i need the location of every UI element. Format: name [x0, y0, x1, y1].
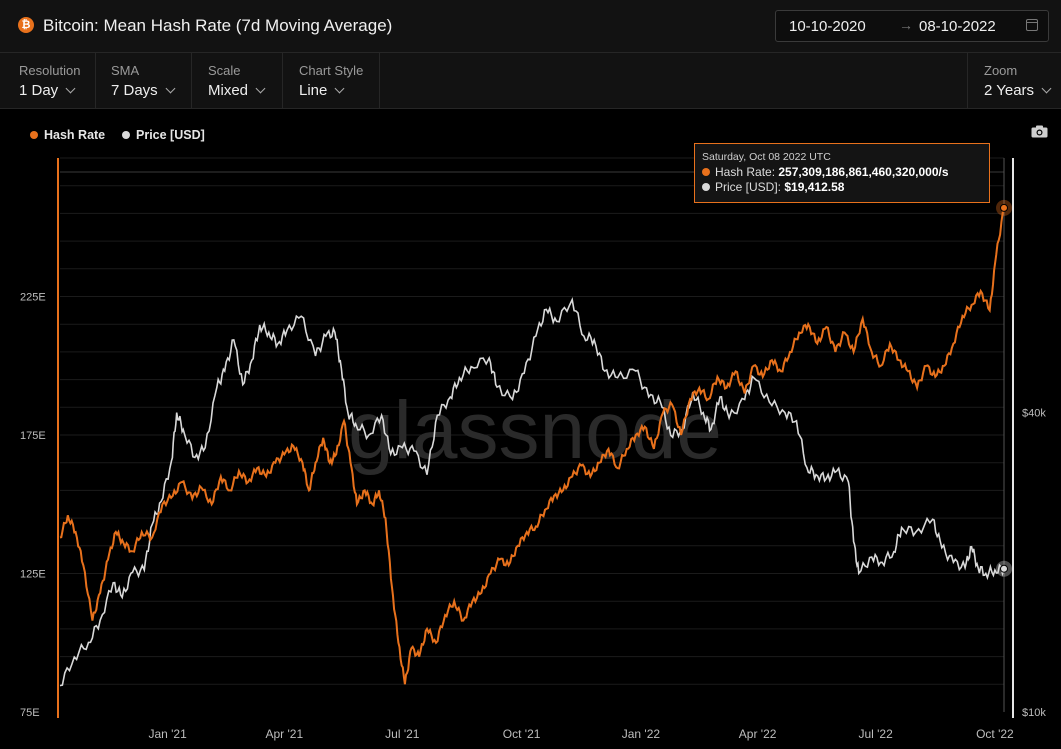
chart-tooltip: Saturday, Oct 08 2022 UTC Hash Rate: 257… — [694, 143, 990, 203]
calendar-icon[interactable] — [1026, 19, 1038, 31]
x-axis-tick-label: Jan '21 — [148, 727, 187, 741]
price-series-line — [59, 296, 1005, 687]
tooltip-price-dot — [702, 183, 710, 191]
x-axis-tick-label: Jan '22 — [622, 727, 661, 741]
legend-dot-hash — [30, 131, 38, 139]
legend-item-price[interactable]: Price [USD] — [122, 128, 205, 142]
scale-value-wrap[interactable]: Mixed — [208, 82, 266, 99]
date-to-field[interactable]: 08-10-2022 — [919, 18, 996, 35]
right-axis-tick-label: $40k — [1022, 408, 1046, 420]
axes: 75E 125E 175E 225E $10k $40k Jan '21 Apr '21 Jul… — [20, 158, 1046, 741]
page-title: Bitcoin: Mean Hash Rate (7d Moving Avera… — [43, 16, 393, 35]
left-axis-tick-label: 125E — [20, 569, 46, 581]
chart-controls: Resolution 1 Day SMA 7 Days Scale Mixed … — [0, 53, 1061, 109]
x-axis-tick-label: Jul '22 — [858, 727, 893, 741]
sma-value-wrap[interactable]: 7 Days — [111, 82, 176, 99]
legend-label-price: Price [USD] — [136, 128, 205, 142]
scale-value: Mixed — [208, 82, 249, 99]
date-range-picker[interactable]: 10-10-2020 → 08-10-2022 — [775, 10, 1049, 42]
watermark: glassnode — [348, 385, 722, 476]
tooltip-hash-value: 257,309,186,861,460,320,000/s — [778, 165, 949, 179]
x-axis-tick-label: Apr '21 — [266, 727, 304, 741]
tooltip-price-row: Price [USD]: $19,412.58 — [702, 180, 844, 194]
legend-dot-price — [122, 131, 130, 139]
bitcoin-icon: ₿ — [18, 17, 34, 33]
tooltip-hash-dot — [702, 168, 710, 176]
resolution-select[interactable]: Resolution 1 Day — [0, 53, 96, 108]
zoom-value-wrap[interactable]: 2 Years — [984, 82, 1052, 99]
left-axis-tick-label: 225E — [20, 292, 46, 304]
sma-select[interactable]: SMA 7 Days — [96, 53, 192, 108]
tooltip-price-label: Price [USD]: — [715, 180, 782, 194]
markers — [996, 199, 1012, 577]
zoom-value: 2 Years — [984, 82, 1035, 99]
zoom-label: Zoom — [984, 63, 1018, 78]
sma-label: SMA — [111, 63, 140, 78]
zoom-select[interactable]: Zoom 2 Years — [967, 53, 1061, 108]
x-axis-tick-label: Oct '22 — [976, 727, 1014, 741]
price-marker — [1000, 564, 1008, 573]
tooltip-price-value: $19,412.58 — [784, 180, 845, 194]
left-axis-tick-label: 175E — [20, 430, 46, 442]
chart-style-select[interactable]: Chart Style Line — [283, 53, 380, 108]
sma-value: 7 Days — [111, 82, 158, 99]
tooltip-date: Saturday, Oct 08 2022 UTC — [702, 151, 831, 163]
hash-rate-series-line — [59, 207, 1005, 685]
x-axis-tick-label: Jul '21 — [385, 727, 420, 741]
camera-icon[interactable] — [1031, 125, 1048, 138]
chart-area — [0, 109, 1061, 749]
right-axis-tick-label: $10k — [1022, 707, 1046, 719]
resolution-value: 1 Day — [19, 82, 59, 99]
resolution-value-wrap[interactable]: 1 Day — [19, 82, 76, 99]
hash-rate-marker — [1000, 203, 1008, 212]
x-axis-tick-label: Oct '21 — [503, 727, 541, 741]
left-axis-tick-label: 75E — [20, 707, 40, 719]
tooltip-hash-label: Hash Rate: — [715, 165, 776, 179]
x-axis-tick-label: Apr '22 — [739, 727, 777, 741]
scale-select[interactable]: Scale Mixed — [192, 53, 283, 108]
grid-lines — [60, 157, 1004, 685]
chart-style-label: Chart Style — [299, 63, 364, 78]
scale-label: Scale — [208, 63, 241, 78]
top-bar: ₿ Bitcoin: Mean Hash Rate (7d Moving Ave… — [0, 0, 1061, 53]
legend-item-hash-rate[interactable]: Hash Rate — [30, 128, 105, 142]
legend-label-hash: Hash Rate — [44, 128, 106, 142]
chart-style-value: Line — [299, 82, 328, 99]
arrow-right-icon: → — [899, 17, 913, 33]
date-from-field[interactable]: 10-10-2020 — [789, 18, 866, 35]
resolution-label: Resolution — [19, 63, 81, 78]
chart-style-value-wrap[interactable]: Line — [299, 82, 345, 99]
tooltip-hash-row: Hash Rate: 257,309,186,861,460,320,000/s — [702, 165, 949, 179]
